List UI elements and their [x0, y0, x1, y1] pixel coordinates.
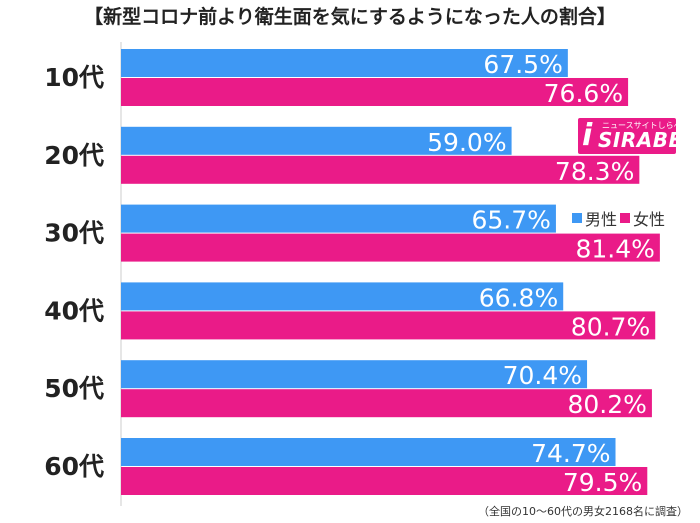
data-label-female: 79.5% — [563, 468, 642, 497]
bar-female — [121, 155, 640, 184]
legend: 男性 女性 — [568, 204, 670, 232]
bar-male — [121, 282, 564, 311]
legend-label-male: 男性 — [585, 210, 618, 229]
source-note: （全国の10～60代の男女2168名に調査） — [478, 505, 688, 518]
chart-title: 【新型コロナ前より衛生面を気にするようになった人の割合】 — [84, 6, 616, 28]
bar-male — [121, 204, 556, 233]
category-label: 30代 — [44, 219, 104, 248]
data-label-male: 74.7% — [531, 439, 610, 468]
data-label-female: 80.2% — [568, 390, 647, 419]
sirabee-logo: i ニュースサイトしらべぇ SIRABEE — [578, 118, 696, 154]
bar-female — [121, 233, 660, 262]
data-label-male: 66.8% — [479, 283, 558, 312]
bar-male — [121, 360, 588, 389]
bar-male — [121, 438, 616, 466]
category-label: 60代 — [44, 452, 104, 481]
data-label-male: 67.5% — [483, 50, 562, 79]
data-label-male: 70.4% — [503, 361, 582, 390]
data-label-female: 80.7% — [571, 312, 650, 341]
data-label-female: 76.6% — [544, 79, 623, 108]
logo-wordmark: SIRABEE — [598, 128, 697, 152]
legend-swatch-male — [572, 213, 582, 223]
bar-male — [121, 126, 512, 155]
bar-female — [121, 78, 629, 106]
bar-female — [121, 389, 652, 418]
data-label-female: 78.3% — [555, 157, 634, 186]
data-label-male: 65.7% — [472, 206, 551, 235]
bar-female — [121, 467, 648, 495]
legend-label-female: 女性 — [633, 210, 666, 229]
category-label: 40代 — [44, 296, 104, 325]
category-label: 50代 — [44, 374, 104, 403]
logo-mark: i — [582, 118, 593, 153]
bar-male — [121, 49, 568, 77]
logo-subtitle: ニュースサイトしらべぇ — [602, 121, 690, 130]
data-label-male: 59.0% — [427, 128, 506, 157]
category-label: 10代 — [44, 63, 104, 92]
legend-swatch-female — [620, 213, 631, 223]
data-label-female: 81.4% — [575, 235, 654, 264]
bar-female — [121, 311, 656, 340]
category-label: 20代 — [44, 141, 104, 170]
bars-group: 10代 67.5%76.6% 20代 59.0% 78.3% 30代 65.7% 81.4% 4… — [44, 49, 660, 497]
